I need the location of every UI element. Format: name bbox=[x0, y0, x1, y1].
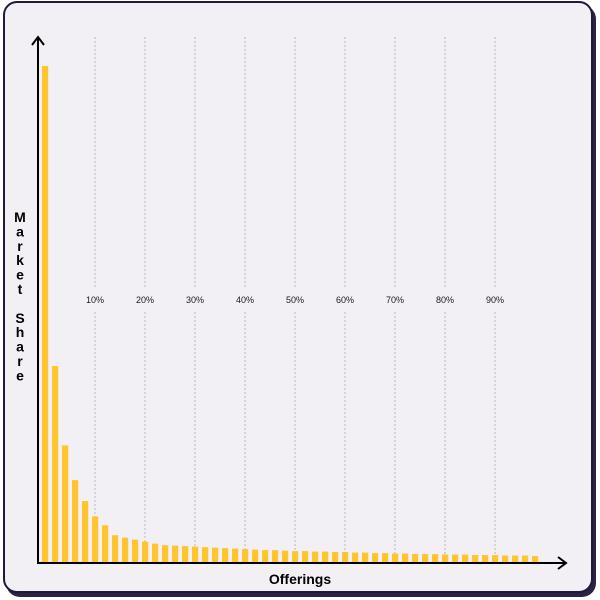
bar bbox=[122, 537, 129, 562]
bar bbox=[492, 555, 499, 562]
bar bbox=[222, 548, 229, 562]
bar bbox=[472, 555, 479, 562]
bar bbox=[372, 553, 379, 562]
percentile-tick-label: 20% bbox=[136, 295, 154, 305]
percentile-tick-label: 90% bbox=[486, 295, 504, 305]
bar bbox=[162, 545, 169, 562]
bar bbox=[422, 554, 429, 562]
bar bbox=[442, 554, 449, 562]
axes bbox=[31, 35, 568, 570]
bar bbox=[212, 547, 219, 562]
bar bbox=[262, 550, 269, 562]
bar bbox=[112, 535, 119, 562]
bar bbox=[182, 546, 189, 562]
bar bbox=[462, 554, 469, 562]
bar bbox=[142, 541, 149, 562]
bar bbox=[292, 551, 299, 562]
bar bbox=[232, 548, 239, 562]
bar bbox=[72, 480, 79, 562]
bar bbox=[312, 551, 319, 562]
bar bbox=[342, 552, 349, 562]
percentile-tick-label: 50% bbox=[286, 295, 304, 305]
bar bbox=[522, 555, 529, 562]
bar bbox=[172, 545, 179, 562]
bar bbox=[322, 551, 329, 562]
bar bbox=[102, 525, 109, 562]
percentile-gridlines bbox=[94, 37, 496, 562]
bar bbox=[52, 366, 59, 562]
percentile-tick-label: 60% bbox=[336, 295, 354, 305]
bar bbox=[92, 516, 99, 562]
bar bbox=[202, 547, 209, 562]
bars bbox=[42, 66, 539, 562]
bar bbox=[452, 554, 459, 562]
percentile-tick-label: 30% bbox=[186, 295, 204, 305]
chart-card bbox=[3, 1, 593, 593]
bar bbox=[152, 543, 159, 562]
percentile-tick-label: 40% bbox=[236, 295, 254, 305]
bar bbox=[192, 546, 199, 562]
bar bbox=[252, 549, 259, 562]
bar bbox=[362, 552, 369, 562]
y-axis-arrow-icon bbox=[31, 35, 45, 46]
percentile-tick-label: 70% bbox=[386, 295, 404, 305]
bar bbox=[282, 550, 289, 562]
bar bbox=[82, 500, 89, 562]
percentile-tick-label: 80% bbox=[436, 295, 454, 305]
bar bbox=[42, 66, 49, 562]
bar bbox=[382, 553, 389, 562]
bar bbox=[532, 556, 539, 562]
percentile-tick-label: 10% bbox=[86, 295, 104, 305]
bar bbox=[132, 539, 139, 562]
bar bbox=[332, 552, 339, 562]
x-axis-label: Offerings bbox=[269, 571, 331, 587]
bar bbox=[62, 445, 69, 562]
bar bbox=[432, 554, 439, 562]
bar bbox=[482, 555, 489, 562]
bar bbox=[352, 552, 359, 562]
bar bbox=[402, 553, 409, 562]
bar bbox=[412, 554, 419, 562]
x-axis-arrow-icon bbox=[557, 556, 568, 570]
bar bbox=[242, 549, 249, 562]
bar bbox=[272, 550, 279, 562]
bar bbox=[302, 551, 309, 562]
bar bbox=[512, 555, 519, 562]
bar bbox=[502, 555, 509, 562]
percentile-tick-labels: 10% 20% 30% 40% 50% 60% 70% 80% 90% bbox=[86, 295, 504, 305]
bar bbox=[392, 553, 399, 562]
